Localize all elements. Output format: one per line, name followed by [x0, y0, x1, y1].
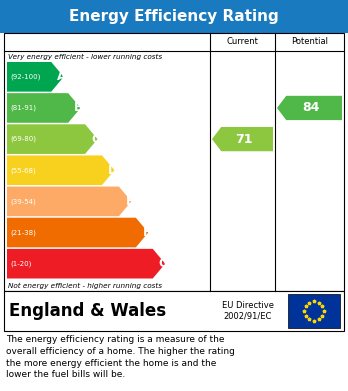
Text: F: F — [142, 226, 150, 239]
Bar — [4, 33, 344, 291]
Text: Energy Efficiency Rating: Energy Efficiency Rating — [69, 9, 279, 24]
Text: Very energy efficient - lower running costs: Very energy efficient - lower running co… — [8, 54, 162, 59]
Text: B: B — [74, 101, 83, 115]
Text: G: G — [158, 257, 168, 270]
Text: E: E — [126, 195, 134, 208]
Text: D: D — [108, 164, 118, 177]
Text: C: C — [91, 133, 100, 145]
Text: Current: Current — [227, 38, 259, 47]
Polygon shape — [7, 124, 97, 154]
Polygon shape — [7, 187, 132, 216]
Polygon shape — [7, 218, 148, 248]
Polygon shape — [7, 156, 114, 185]
Text: 71: 71 — [235, 133, 253, 145]
Text: (81-91): (81-91) — [10, 105, 36, 111]
Text: EU Directive
2002/91/EC: EU Directive 2002/91/EC — [222, 301, 274, 321]
Text: (92-100): (92-100) — [10, 74, 40, 80]
Text: (39-54): (39-54) — [10, 198, 36, 204]
Bar — [288, 294, 340, 328]
Text: A: A — [57, 70, 66, 83]
Polygon shape — [212, 127, 273, 151]
Bar — [4, 291, 344, 331]
Text: (69-80): (69-80) — [10, 136, 36, 142]
Text: (21-38): (21-38) — [10, 229, 36, 236]
Polygon shape — [277, 96, 342, 120]
Text: 84: 84 — [302, 101, 319, 115]
Bar — [0, 0, 348, 33]
Text: (1-20): (1-20) — [10, 260, 31, 267]
Text: Potential: Potential — [291, 38, 328, 47]
Polygon shape — [7, 249, 165, 278]
Text: Not energy efficient - higher running costs: Not energy efficient - higher running co… — [8, 282, 162, 289]
Text: The energy efficiency rating is a measure of the
overall efficiency of a home. T: The energy efficiency rating is a measur… — [6, 335, 235, 379]
Text: (55-68): (55-68) — [10, 167, 36, 174]
Polygon shape — [7, 62, 64, 91]
Text: England & Wales: England & Wales — [9, 302, 166, 320]
Polygon shape — [7, 93, 81, 123]
